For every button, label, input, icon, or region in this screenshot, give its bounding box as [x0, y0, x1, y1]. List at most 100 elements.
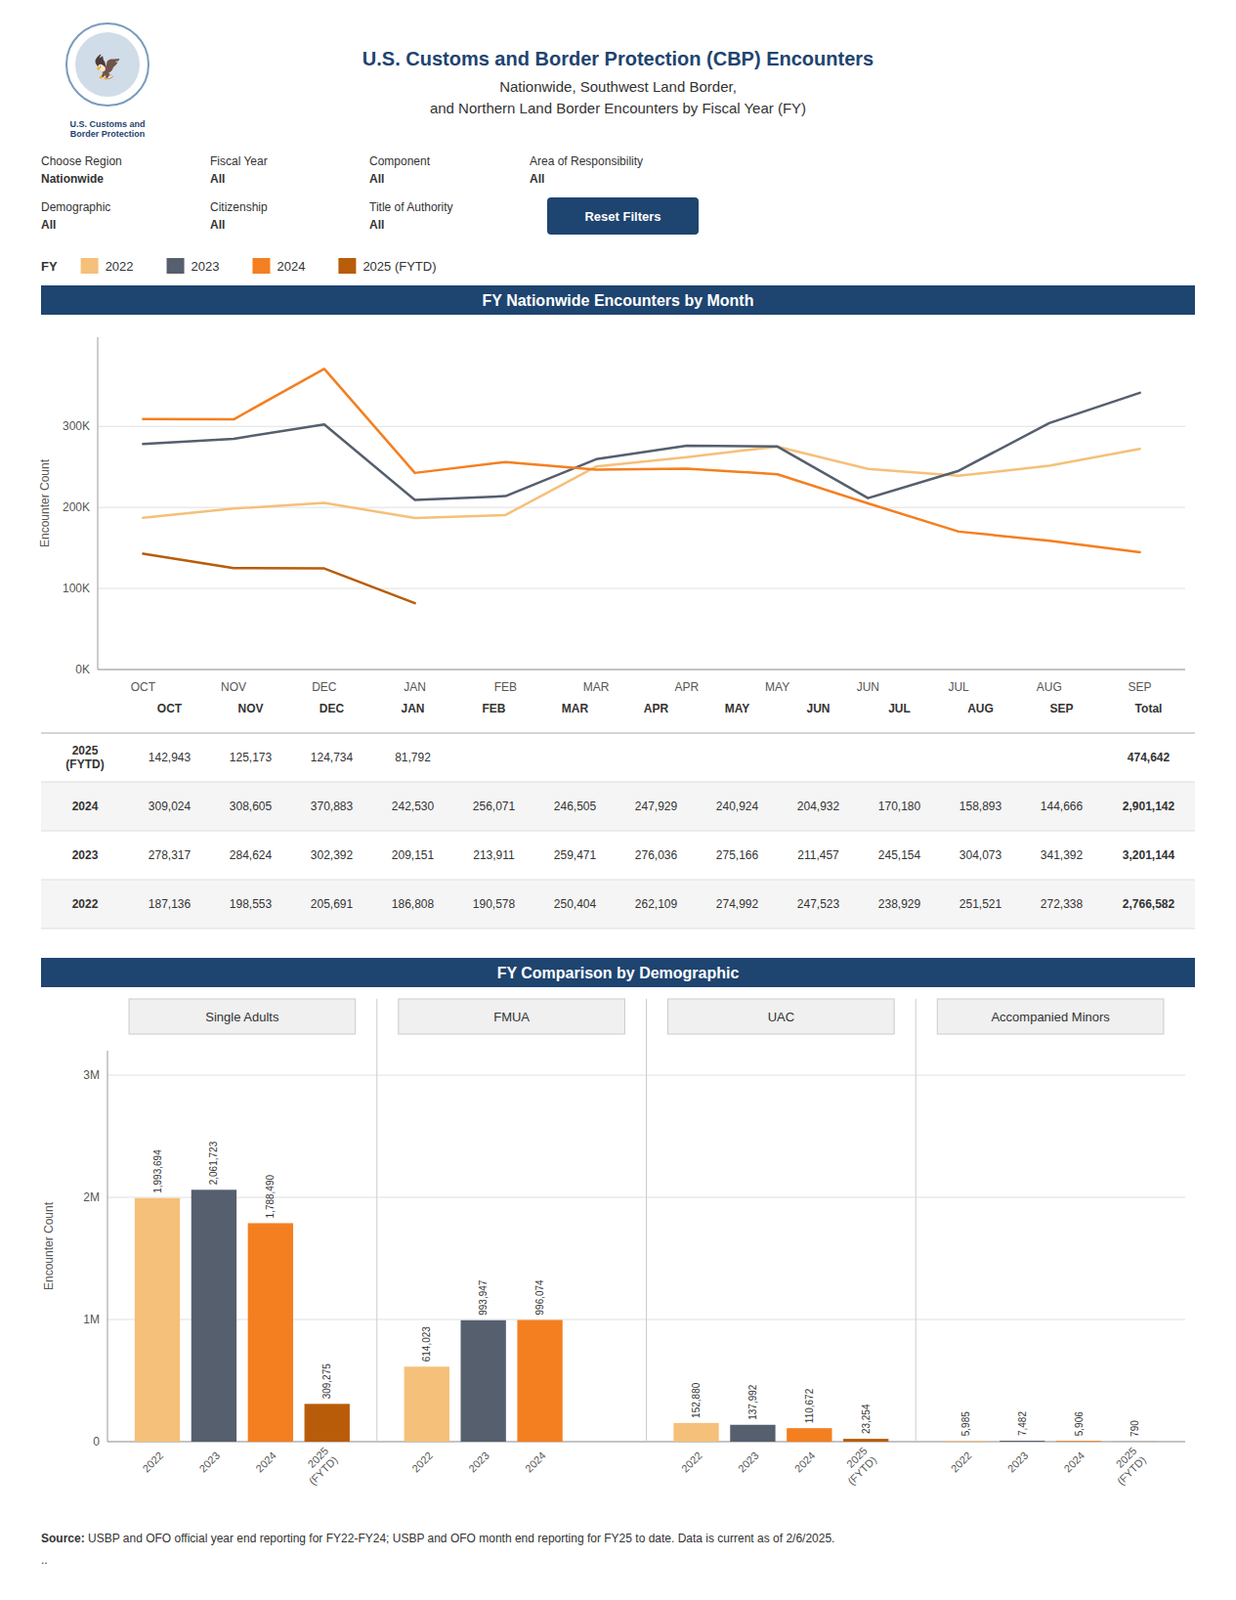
header-rule	[41, 732, 1195, 734]
data-label: 309,275	[321, 1363, 333, 1400]
y-tick-label: 300K	[62, 419, 90, 433]
line-series	[142, 368, 1140, 553]
table-header: OCT	[157, 701, 183, 716]
reset-button[interactable]: Reset Filters	[547, 197, 699, 235]
table-header: SEP	[1049, 701, 1073, 716]
group-header-bg	[937, 998, 1164, 1034]
row-label: 2024	[72, 799, 99, 813]
table-header: JUL	[888, 701, 911, 716]
x-tick-label: SEP	[1128, 680, 1152, 694]
label-line: (FYTD)	[65, 757, 104, 771]
bar-year-label: 2024	[792, 1449, 818, 1475]
label-line: (FYTD)	[845, 1452, 879, 1487]
bar-labels: 1,993,694 2022 614,023 2022 152,880 2022 5,985…	[139, 1140, 1148, 1487]
table-cell: 242,530	[391, 799, 435, 813]
bar-year-label: 2022	[948, 1449, 975, 1475]
table-cell: 187,136	[148, 896, 192, 911]
table-total: 474,642	[1127, 750, 1171, 765]
table-cell: 246,505	[554, 799, 597, 813]
section-title: FY Comparison by Demographic	[41, 957, 1195, 987]
row-label: 2023	[72, 848, 99, 862]
legend-swatch	[252, 257, 270, 274]
bar-year-label: 2022	[409, 1449, 435, 1475]
subtitle: and Northern Land Border Encounters by F…	[429, 99, 807, 117]
table-cell: 276,036	[635, 848, 679, 862]
row-rule	[41, 781, 1195, 783]
data-label: 1,993,694	[152, 1149, 164, 1194]
table-header: DEC	[319, 701, 345, 716]
bar-year-label: 2023	[1005, 1449, 1031, 1475]
y-tick-label: 100K	[62, 581, 90, 596]
bar-year-label: 2023	[735, 1449, 762, 1475]
table-total: 2,766,582	[1122, 896, 1176, 911]
row-label: 2025(FYTD)	[65, 743, 104, 771]
grid-line	[97, 426, 1186, 427]
x-tick-label: FEB	[494, 680, 517, 694]
filter-value: All	[529, 171, 545, 186]
table-cell: 190,578	[472, 896, 516, 911]
table-cell: 124,734	[310, 750, 354, 765]
table-total: 3,201,144	[1122, 848, 1176, 862]
row-rule	[41, 830, 1195, 832]
title: U.S. Customs and Border Protection (CBP)…	[362, 47, 874, 70]
y-axis-line	[97, 337, 99, 670]
bar	[1112, 1440, 1158, 1442]
data-label: 614,023	[421, 1325, 432, 1363]
table-header: NOV	[237, 701, 263, 716]
row-rule	[41, 879, 1195, 881]
bar	[843, 1438, 889, 1442]
x-tick-label: OCT	[130, 680, 157, 694]
table-cell: 158,893	[959, 799, 1003, 813]
data-label: 110,672	[804, 1387, 815, 1423]
bar	[404, 1365, 450, 1442]
y-axis-line	[107, 1050, 109, 1442]
filter-value: All	[41, 217, 56, 232]
table-header: JAN	[400, 701, 425, 716]
label-line: U.S. Customs and	[69, 119, 145, 129]
legend-entry: 2024	[276, 258, 305, 274]
plot-area	[142, 368, 1140, 603]
data-label: 996,074	[534, 1278, 546, 1316]
data-label: 137,992	[747, 1383, 759, 1420]
line-series	[142, 392, 1140, 501]
data-label: 5,906	[1073, 1410, 1085, 1436]
source-continuation: ..	[41, 1552, 48, 1567]
legend-entry: 2023	[191, 258, 220, 274]
filter-label: Citizenship	[210, 200, 268, 214]
data-label: 23,254	[860, 1403, 872, 1434]
logo-disc	[75, 32, 140, 97]
table-cell: 370,883	[310, 799, 354, 813]
table-cell: 125,173	[229, 750, 273, 765]
bar	[999, 1440, 1045, 1442]
table-cell: 213,911	[472, 848, 515, 862]
bar-year-label: 2024	[1062, 1449, 1088, 1475]
bar-year-label: 2025(FYTD)	[297, 1444, 340, 1487]
x-axis-line	[97, 669, 1186, 671]
table-cell: 274,992	[716, 896, 760, 911]
data-label: 1,788,490	[264, 1174, 276, 1219]
y-axis-label: Encounter Count	[42, 1200, 56, 1290]
legend-swatch	[81, 257, 99, 274]
button-bg[interactable]	[547, 197, 699, 235]
bar	[729, 1424, 775, 1442]
table-cell: 245,154	[878, 848, 922, 862]
x-tick-label: APR	[675, 680, 700, 694]
y-tick-label: 2M	[83, 1190, 100, 1204]
section-title-bg	[41, 285, 1195, 315]
bar	[516, 1319, 562, 1442]
bar-year-label: 2024	[253, 1449, 279, 1475]
group-divider	[376, 998, 378, 1442]
table-cell: 204,932	[797, 799, 841, 813]
data-label: 152,880	[690, 1381, 702, 1418]
chart-title: FY Nationwide Encounters by Month	[482, 292, 755, 309]
data-label: 5,985	[960, 1410, 972, 1436]
legend: FY2022202320242025 (FYTD)	[41, 257, 437, 274]
source-text: USBP and OFO official year end reporting…	[85, 1531, 836, 1545]
bar	[191, 1189, 237, 1442]
filter-label: Component	[369, 154, 431, 169]
label-line: (FYTD)	[1114, 1452, 1149, 1487]
table-cell: 275,166	[716, 848, 760, 862]
grid-line	[97, 669, 1186, 671]
legend-swatch	[167, 257, 185, 274]
bar-year-label: 2022	[139, 1449, 166, 1475]
